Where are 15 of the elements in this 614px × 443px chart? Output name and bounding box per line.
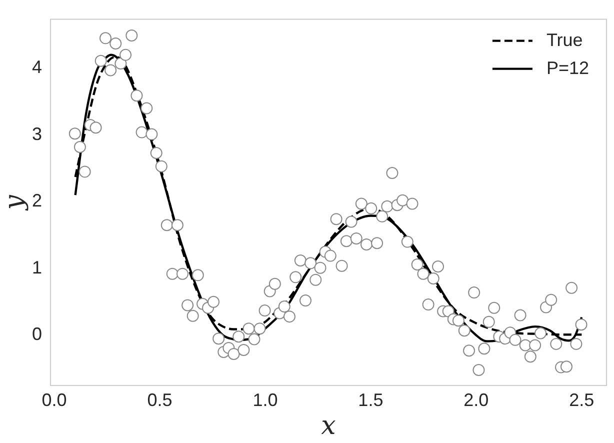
x-tick-label: 0.5	[147, 390, 172, 410]
y-tick-label: 0	[32, 324, 42, 344]
y-tick-label: 2	[32, 190, 42, 211]
y-tick-label: 1	[32, 257, 42, 278]
legend-label: P=12	[546, 58, 590, 78]
x-tick-label: 2.0	[464, 390, 489, 410]
x-tick-label: 0.0	[42, 390, 67, 410]
legend-label: True	[546, 30, 583, 50]
x-tick-label: 1.0	[252, 390, 278, 410]
y-tick-label: 4	[32, 57, 42, 78]
x-tick-label: 1.5	[358, 390, 384, 410]
y-tick-label: 3	[32, 124, 42, 144]
x-axis-title: x	[321, 411, 336, 442]
y-axis-title: y	[0, 194, 30, 211]
x-tick-label: 2.5	[569, 390, 594, 410]
